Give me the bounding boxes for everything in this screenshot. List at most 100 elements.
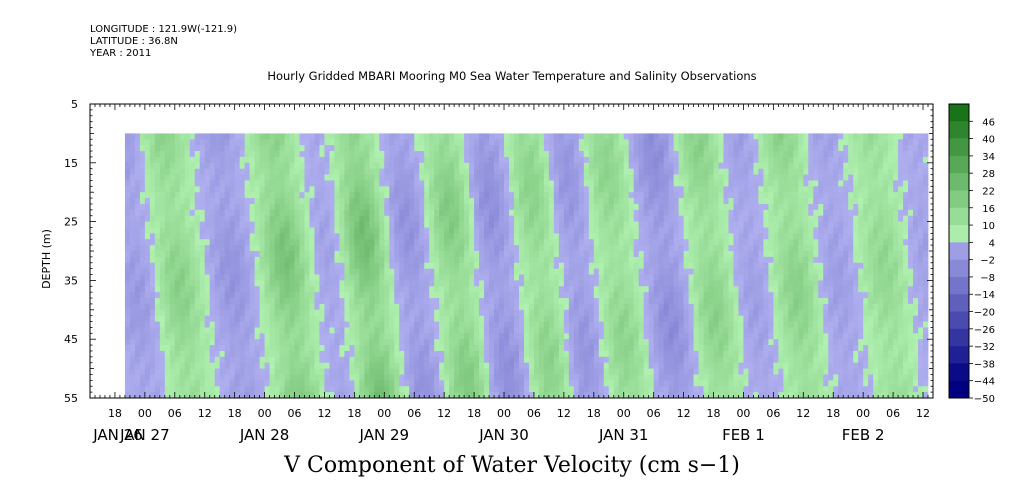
heatmap-cell <box>663 386 670 393</box>
heatmap-cell <box>653 233 660 240</box>
heatmap-cell <box>354 345 360 352</box>
heatmap-cell <box>499 356 505 364</box>
heatmap-cell <box>199 298 206 305</box>
heatmap-cell <box>474 168 480 175</box>
heatmap-cell <box>339 174 345 181</box>
heatmap-cell <box>553 139 560 146</box>
heatmap-cell <box>144 333 151 340</box>
heatmap-cell <box>359 368 365 375</box>
heatmap-cell <box>269 227 275 234</box>
heatmap-cell <box>494 151 500 158</box>
heatmap-cell <box>174 186 181 193</box>
heatmap-cell <box>179 192 186 199</box>
heatmap-cell <box>454 192 460 199</box>
heatmap-cell <box>613 345 620 352</box>
heatmap-cell <box>274 221 280 228</box>
heatmap-cell <box>369 374 375 381</box>
heatmap-cell <box>484 274 490 281</box>
heatmap-cell <box>294 221 300 228</box>
heatmap-cell <box>419 262 425 270</box>
heatmap-cell <box>459 321 465 328</box>
heatmap-cell <box>369 368 375 375</box>
heatmap-cell <box>484 345 490 352</box>
heatmap-cell <box>289 180 295 187</box>
heatmap-cell <box>374 245 380 252</box>
heatmap-cell <box>239 139 246 146</box>
heatmap-cell <box>588 139 595 146</box>
heatmap-cell <box>568 203 575 211</box>
heatmap-cell <box>269 251 275 258</box>
heatmap-cell <box>494 327 500 334</box>
heatmap-cell <box>314 368 320 375</box>
heatmap-cell <box>464 303 470 311</box>
heatmap-cell <box>314 350 320 358</box>
heatmap-cell <box>623 162 630 170</box>
heatmap-cell <box>603 151 610 158</box>
heatmap-cell <box>309 239 315 246</box>
heatmap-cell <box>364 262 370 270</box>
heatmap-cell <box>349 362 355 369</box>
heatmap-cell <box>538 221 545 228</box>
heatmap-cell <box>499 339 505 346</box>
heatmap-cell <box>533 151 540 158</box>
heatmap-cell <box>663 392 670 399</box>
heatmap-cell <box>264 221 270 228</box>
heatmap-cell <box>509 162 515 170</box>
heatmap-cell <box>249 374 256 381</box>
heatmap-cell <box>404 315 410 322</box>
heatmap-cell <box>543 256 550 264</box>
heatmap-cell <box>189 192 196 199</box>
heatmap-cell <box>548 245 555 252</box>
heatmap-cell <box>239 145 246 152</box>
heatmap-cell <box>583 174 590 181</box>
heatmap-cell <box>124 156 131 164</box>
heatmap-cell <box>389 374 395 381</box>
heatmap-cell <box>334 327 340 334</box>
heatmap-cell <box>663 133 670 140</box>
heatmap-cell <box>553 251 560 258</box>
heatmap-cell <box>269 274 275 281</box>
heatmap-cell <box>593 356 600 364</box>
heatmap-cell <box>489 274 495 281</box>
heatmap-cell <box>593 162 600 170</box>
heatmap-cell <box>504 286 510 293</box>
heatmap-cell <box>364 139 370 146</box>
heatmap-cell <box>573 145 580 152</box>
heatmap-cell <box>359 309 365 317</box>
heatmap-cell <box>553 168 560 175</box>
heatmap-cell <box>593 321 600 328</box>
heatmap-cell <box>593 362 600 369</box>
heatmap-cell <box>439 274 445 281</box>
heatmap-cell <box>459 280 465 287</box>
heatmap-cell <box>439 256 445 264</box>
heatmap-cell <box>234 209 241 217</box>
heatmap-cell <box>184 151 191 158</box>
heatmap-cell <box>449 268 455 275</box>
heatmap-cell <box>309 286 315 293</box>
heatmap-cell <box>144 227 151 234</box>
heatmap-cell <box>538 145 545 152</box>
heatmap-cell <box>668 162 675 170</box>
heatmap-cell <box>244 356 251 364</box>
heatmap-cell <box>204 292 211 299</box>
heatmap-cell <box>159 315 166 322</box>
heatmap-cell <box>464 198 470 205</box>
heatmap-cell <box>603 139 610 146</box>
heatmap-cell <box>284 151 290 158</box>
heatmap-cell <box>194 315 201 322</box>
heatmap-cell <box>509 203 515 211</box>
heatmap-cell <box>409 221 415 228</box>
heatmap-cell <box>633 333 640 340</box>
heatmap-cell <box>518 303 525 311</box>
heatmap-cell <box>149 262 156 270</box>
heatmap-cell <box>344 198 350 205</box>
heatmap-cell <box>234 345 241 352</box>
heatmap-cell <box>324 156 330 164</box>
heatmap-cell <box>229 133 236 140</box>
heatmap-cell <box>289 221 295 228</box>
heatmap-cell <box>419 309 425 317</box>
heatmap-cell <box>479 386 485 393</box>
heatmap-cell <box>359 174 365 181</box>
heatmap-cell <box>464 380 470 387</box>
heatmap-cell <box>623 245 630 252</box>
